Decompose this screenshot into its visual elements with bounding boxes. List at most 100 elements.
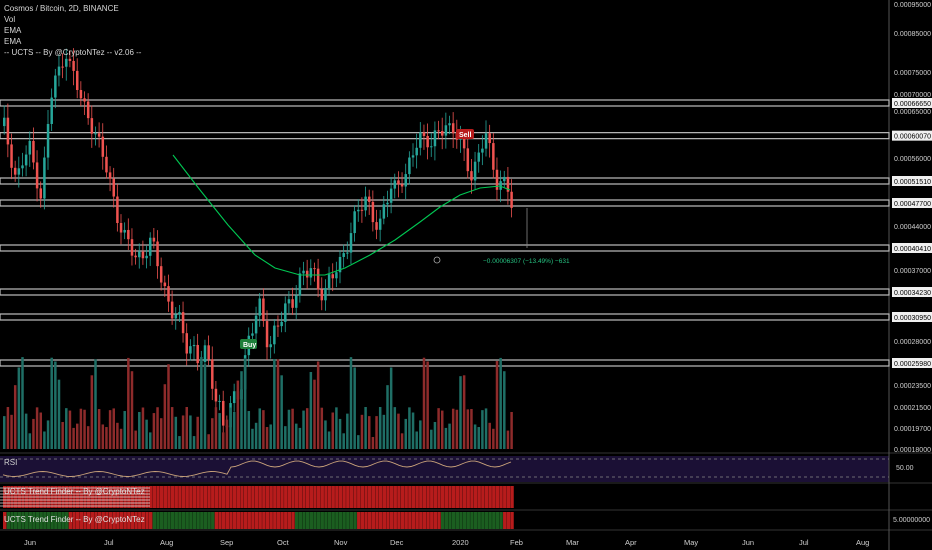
trend-finder-2-bar	[50, 512, 54, 529]
trend-finder-1-bar	[163, 486, 167, 508]
volume-bar	[254, 422, 258, 449]
price-level-tag	[892, 358, 932, 368]
trend-finder-2-bar	[43, 512, 47, 529]
candle-body	[65, 58, 68, 67]
volume-bar	[408, 407, 411, 449]
volume-bar	[116, 422, 119, 449]
alarm-clock-icon[interactable]	[433, 256, 441, 264]
trend-finder-1-bar	[353, 486, 357, 508]
trend-finder-1-bar	[335, 486, 339, 508]
support-resistance-level	[0, 244, 890, 252]
candle-body	[280, 321, 283, 327]
trend-finder-1-bar	[389, 486, 394, 508]
volume-bar	[327, 431, 331, 449]
trend-finder-2-bar	[484, 512, 489, 529]
trend-finder-2-bar	[313, 512, 317, 529]
candle-body	[192, 344, 196, 347]
volume-bar	[232, 411, 236, 449]
candle-body	[156, 241, 159, 267]
trend-finder-1-bar	[400, 486, 405, 508]
candle-body	[484, 133, 488, 149]
trend-finder-2-bar	[214, 512, 219, 529]
trend-finder-1-bar	[298, 486, 303, 508]
volume-bar	[127, 357, 130, 449]
buy-signal-marker[interactable]	[240, 339, 257, 349]
trend-finder-1-bar	[360, 486, 365, 508]
trend-finder-1-bar	[404, 486, 408, 508]
candle-body	[302, 270, 305, 274]
y-tick-label: 0.00047700	[894, 201, 931, 208]
trend-finder-2-bar	[68, 512, 73, 529]
candle-body	[382, 204, 386, 219]
candle-body	[357, 209, 360, 212]
candle-body	[349, 233, 353, 253]
trend-finder-2-bar	[295, 512, 299, 529]
trend-finder-2-bar	[360, 512, 365, 529]
rsi-pane-label: RSI	[4, 458, 18, 467]
sell-signal-marker[interactable]	[456, 129, 474, 139]
trend-finder-2-bar	[181, 512, 186, 529]
support-resistance-level	[0, 99, 890, 107]
trend-finder-2-bar	[112, 512, 116, 529]
trend-finder-1-bar	[346, 486, 350, 508]
trend-finder-2-bar	[331, 512, 335, 529]
y-tick-label: 0.00023500	[894, 383, 931, 390]
trend-finder-2-bar	[426, 512, 430, 529]
trend-finder-2-bar	[138, 512, 142, 529]
candle-body	[101, 136, 105, 157]
trend-finder-2-bar	[211, 512, 215, 529]
candle-body	[181, 312, 185, 334]
volume-bar	[492, 428, 495, 449]
volume-bar	[393, 407, 397, 449]
candle-body	[346, 252, 349, 254]
x-tick-label: Oct	[277, 538, 290, 547]
candle-body	[68, 58, 72, 61]
candle-body	[28, 140, 32, 155]
candle-body	[499, 181, 502, 190]
y-tick-label: 0.00075000	[894, 70, 931, 77]
volume-bar	[433, 421, 437, 449]
volume-bar	[35, 407, 39, 449]
support-resistance-level	[0, 313, 890, 321]
trend-finder-2-bar	[316, 512, 321, 529]
trend-finder-1-bar	[510, 486, 514, 508]
volume-bar	[320, 407, 324, 449]
candle-body	[163, 282, 167, 287]
trend-finder-1-bar	[152, 486, 157, 508]
volume-bar	[28, 433, 32, 449]
candle-body	[72, 60, 75, 71]
x-tick-label: Mar	[566, 538, 579, 547]
candle-body	[13, 167, 17, 175]
trend-finder-2-bar	[488, 512, 492, 529]
trend-finder-1-bar	[473, 486, 478, 508]
trend-finder-1-bar	[240, 486, 244, 508]
volume-bar	[309, 372, 313, 449]
trend-finder-2-bar	[338, 512, 343, 529]
trend-finder-2-bar	[156, 512, 160, 529]
trend-finder-1-bar	[251, 486, 255, 508]
candle-body	[415, 147, 418, 156]
y-tick-label: 0.00051510	[894, 179, 931, 186]
trend-finder-2-bar	[189, 512, 193, 529]
volume-bar	[273, 359, 276, 449]
trend-finder-2-bar	[134, 512, 138, 529]
trend-finder-1-bar	[327, 486, 332, 508]
candle-body	[411, 155, 415, 158]
y-tick-label: 0.00044000	[894, 224, 931, 231]
volume-bar	[170, 407, 174, 449]
x-tick-label: Apr	[625, 538, 637, 547]
candle-body	[462, 137, 466, 149]
trend-finder-2-bar	[273, 512, 277, 529]
volume-bar	[426, 361, 429, 449]
candle-body	[24, 154, 28, 166]
volume-bar	[218, 413, 221, 449]
trend-finder-2-bar	[3, 512, 7, 529]
candle-body	[320, 289, 324, 301]
volume-bar	[222, 432, 225, 449]
trend-finder-2-bar	[28, 512, 32, 529]
trend-finder-1-bar	[492, 486, 496, 508]
volume-bar	[134, 430, 137, 449]
candle-body	[119, 223, 123, 233]
candle-body	[105, 156, 108, 173]
